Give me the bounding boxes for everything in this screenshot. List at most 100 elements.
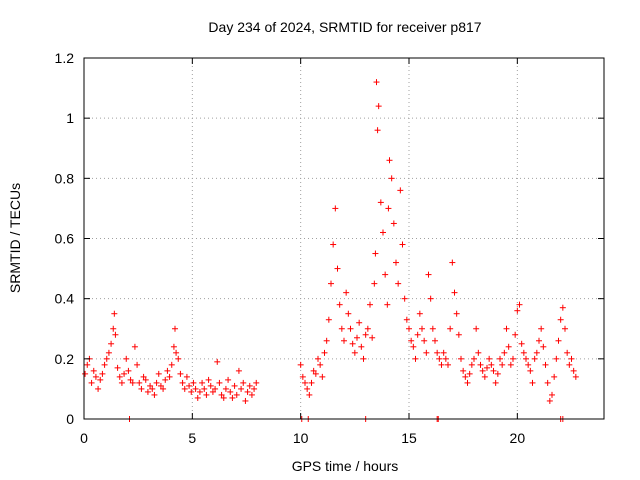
data-point xyxy=(401,295,408,302)
data-point xyxy=(153,379,160,386)
data-point xyxy=(149,385,156,392)
data-point xyxy=(101,361,108,368)
data-point xyxy=(118,379,125,386)
data-point xyxy=(123,355,130,362)
data-point xyxy=(427,295,434,302)
data-point xyxy=(516,301,523,308)
data-point xyxy=(164,367,171,374)
data-point xyxy=(382,271,389,278)
data-point xyxy=(336,301,343,308)
data-point xyxy=(557,316,564,323)
data-point xyxy=(362,331,369,338)
data-point xyxy=(136,379,143,386)
data-point xyxy=(160,385,167,392)
data-point xyxy=(330,241,337,248)
data-point xyxy=(144,388,151,395)
data-point xyxy=(572,373,579,380)
data-point xyxy=(372,250,379,257)
data-point xyxy=(92,373,99,380)
data-point xyxy=(299,373,306,380)
data-point xyxy=(393,259,399,266)
data-point xyxy=(399,241,406,248)
data-point xyxy=(209,388,216,395)
data-point xyxy=(432,337,438,344)
data-point xyxy=(95,385,102,392)
data-point xyxy=(349,340,356,347)
data-point xyxy=(414,331,421,338)
data-point xyxy=(242,397,249,404)
data-point xyxy=(531,355,538,362)
data-point xyxy=(536,337,542,344)
data-point xyxy=(231,382,238,389)
data-point xyxy=(529,379,536,386)
data-point xyxy=(455,331,462,338)
data-point xyxy=(138,385,145,392)
data-point xyxy=(205,376,212,383)
data-point xyxy=(186,382,193,389)
data-point xyxy=(227,388,234,395)
data-point xyxy=(190,379,197,386)
data-point xyxy=(225,376,232,383)
data-point xyxy=(343,289,350,296)
data-point xyxy=(140,373,147,380)
data-point xyxy=(505,343,512,350)
data-point xyxy=(125,367,132,374)
data-point xyxy=(222,385,229,392)
data-point xyxy=(551,373,558,380)
data-point xyxy=(471,355,477,362)
data-point xyxy=(451,289,458,296)
data-point xyxy=(112,331,119,338)
data-point xyxy=(90,367,97,374)
data-point xyxy=(380,229,386,236)
data-point xyxy=(421,337,428,344)
data-point xyxy=(510,355,516,362)
axis-ticks xyxy=(83,57,604,420)
data-point xyxy=(447,325,454,332)
data-point xyxy=(317,361,324,368)
data-point xyxy=(479,367,486,374)
x-tick-label: 20 xyxy=(510,430,526,446)
data-point xyxy=(116,373,123,380)
data-point xyxy=(162,376,169,383)
data-point xyxy=(410,343,417,350)
data-point xyxy=(233,391,240,398)
data-point xyxy=(564,349,571,356)
data-point xyxy=(440,349,447,356)
data-point xyxy=(192,385,199,392)
data-point xyxy=(364,325,371,332)
data-point xyxy=(110,325,117,332)
data-point xyxy=(251,385,258,392)
data-point xyxy=(308,379,315,386)
data-point xyxy=(497,355,503,362)
chart-title: Day 234 of 2024, SRMTID for receiver p81… xyxy=(208,19,481,35)
data-point xyxy=(434,349,441,356)
data-point xyxy=(358,343,365,350)
data-point xyxy=(559,304,566,311)
data-point xyxy=(369,334,376,341)
data-point xyxy=(395,280,402,287)
data-point xyxy=(518,340,525,347)
data-point xyxy=(207,382,214,389)
data-point xyxy=(328,280,334,287)
data-point xyxy=(147,382,154,389)
data-point xyxy=(408,337,415,344)
data-point xyxy=(570,367,577,374)
x-tick-label: 5 xyxy=(188,430,196,446)
data-point xyxy=(354,334,360,341)
data-point xyxy=(238,385,245,392)
data-point xyxy=(488,361,495,368)
data-point xyxy=(306,391,313,398)
data-point xyxy=(175,355,182,362)
data-point xyxy=(315,355,321,362)
data-point xyxy=(477,361,484,368)
data-point xyxy=(114,364,121,371)
y-tick-label: 1.2 xyxy=(55,50,75,66)
data-point xyxy=(338,325,345,332)
data-point xyxy=(375,103,382,110)
data-point xyxy=(486,355,493,362)
data-point xyxy=(475,349,482,356)
data-point xyxy=(527,367,534,374)
data-point xyxy=(423,349,430,356)
data-point xyxy=(468,361,475,368)
grid-lines xyxy=(84,58,604,419)
